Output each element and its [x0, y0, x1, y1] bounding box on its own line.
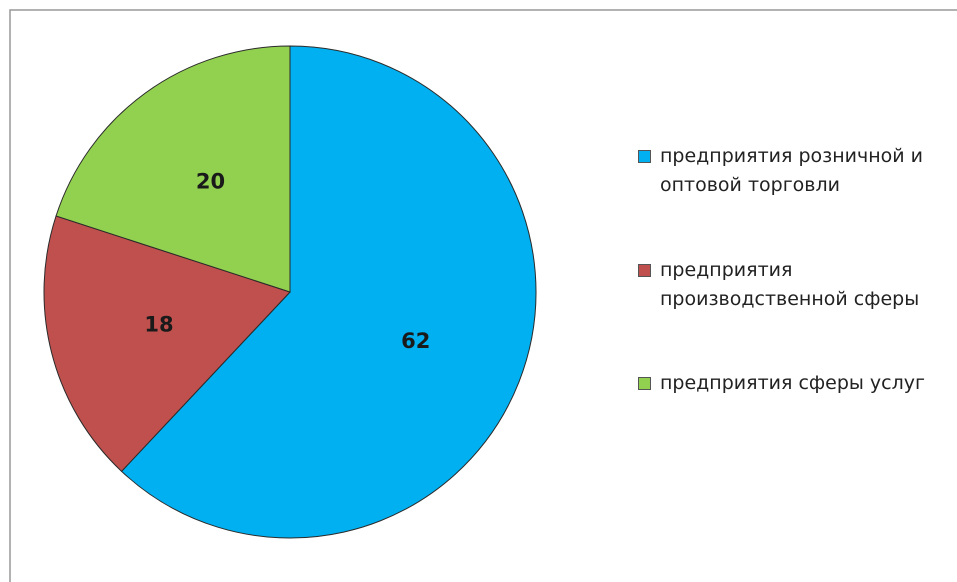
legend-item: предприятия сферы услуг — [638, 369, 948, 398]
legend-swatch — [638, 150, 651, 163]
pie-slice — [43, 215, 291, 473]
legend-item: предприятия производственной сферы — [638, 256, 948, 314]
legend-swatch — [638, 377, 651, 390]
data-label: 20 — [196, 170, 225, 194]
pie-slice — [120, 45, 537, 539]
pie-slice — [55, 45, 291, 293]
legend-text: предприятия сферы услуг — [660, 372, 925, 394]
frame — [9, 9, 957, 582]
legend-text: предприятия розничной и оптовой торговли — [660, 145, 924, 196]
legend-item: предприятия розничной и оптовой торговли — [638, 142, 948, 200]
legend-text: предприятия производственной сферы — [660, 259, 920, 310]
data-label: 18 — [144, 313, 173, 337]
data-label: 62 — [401, 329, 430, 353]
legend-swatch — [638, 264, 651, 277]
